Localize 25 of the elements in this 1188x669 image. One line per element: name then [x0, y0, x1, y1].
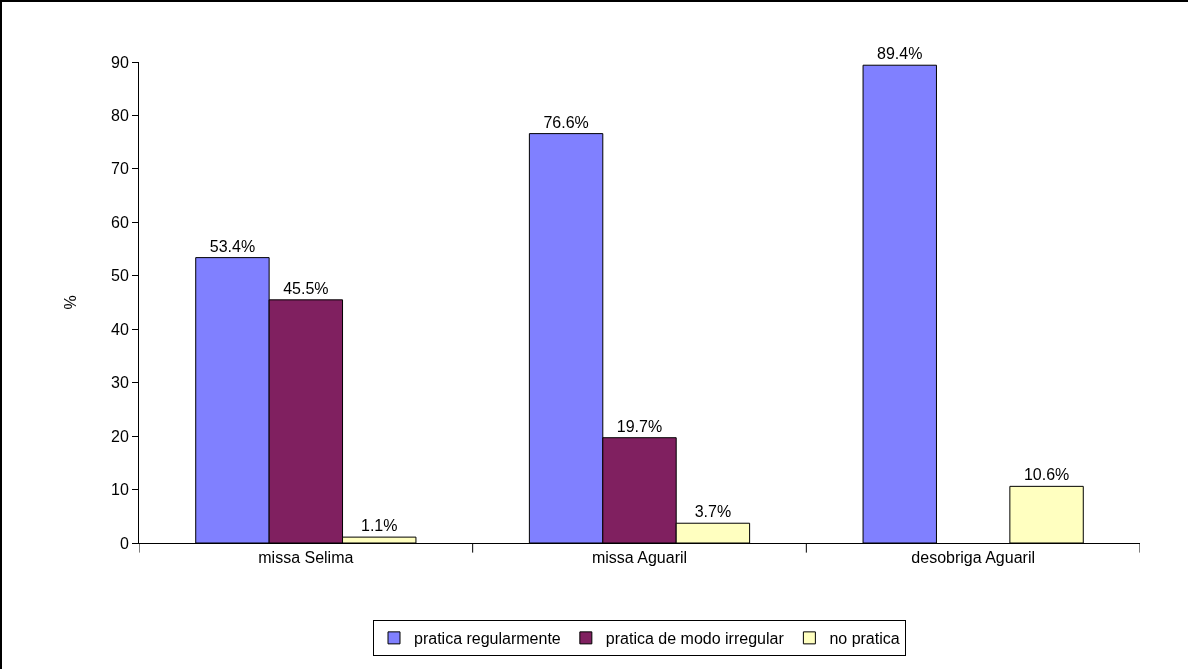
data-label: 53.4% [209, 237, 256, 255]
legend-label: no pratica [829, 630, 900, 648]
y-tick-label: 20 [111, 427, 129, 445]
x-tick-label: missa Aguaril [591, 549, 688, 567]
y-tick-label: 70 [111, 160, 129, 178]
y-tick-label: 40 [111, 320, 129, 338]
y-tick-label: 90 [111, 53, 129, 71]
y-tick-label: 10 [111, 481, 129, 499]
x-tick-label: desobriga Aguaril [911, 549, 1035, 567]
y-tick-label: 80 [111, 107, 129, 125]
data-label: 10.6% [1023, 466, 1070, 484]
legend-label: pratica de modo irregular [605, 630, 785, 648]
x-tick-label: missa Selima [258, 549, 354, 567]
data-label: 89.4% [877, 45, 923, 63]
data-label: 3.7% [694, 503, 732, 521]
data-label: 45.5% [283, 279, 329, 297]
y-tick-label: 30 [111, 374, 129, 392]
y-tick-label: 60 [111, 213, 129, 231]
data-label: 1.1% [361, 517, 398, 535]
data-label: 19.7% [616, 417, 663, 435]
y-tick-label: 50 [111, 267, 129, 285]
y-tick-label: 0 [119, 534, 129, 552]
y-axis-title: % [61, 295, 79, 310]
legend-label: pratica regularmente [414, 630, 561, 648]
data-label: 76.6% [543, 113, 589, 131]
